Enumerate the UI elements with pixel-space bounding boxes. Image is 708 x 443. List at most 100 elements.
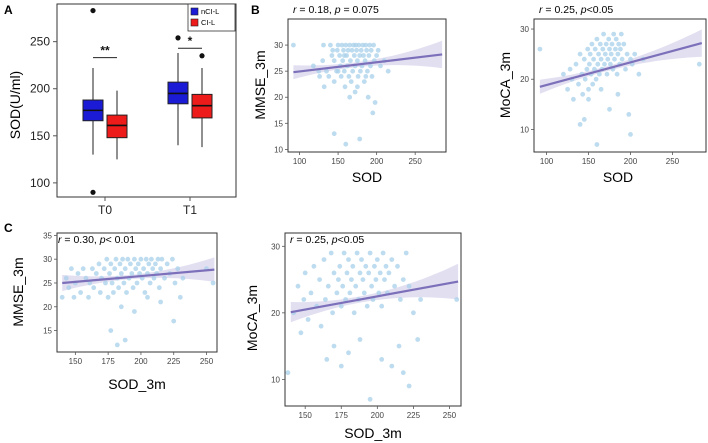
x-tick-label: 250 xyxy=(408,157,422,166)
data-point xyxy=(606,36,612,42)
data-point xyxy=(369,74,375,79)
data-point xyxy=(406,283,412,289)
data-point xyxy=(608,61,613,67)
r-symbol: r xyxy=(58,234,62,246)
data-point xyxy=(107,271,112,276)
data-point xyxy=(151,275,157,281)
data-point xyxy=(357,53,363,58)
regression-line xyxy=(290,280,459,314)
data-point xyxy=(373,277,379,282)
data-point xyxy=(97,290,103,295)
data-point xyxy=(311,63,316,69)
data-point xyxy=(330,310,335,316)
data-point xyxy=(80,266,86,272)
data-point xyxy=(364,47,369,53)
data-point xyxy=(342,84,348,90)
data-point xyxy=(345,47,351,53)
x-tick-label: 100 xyxy=(293,157,307,166)
data-point xyxy=(368,47,374,53)
data-point xyxy=(624,51,630,57)
data-point xyxy=(353,283,359,289)
data-point xyxy=(589,41,595,47)
data-point xyxy=(377,270,383,276)
data-point xyxy=(155,256,161,262)
data-point xyxy=(359,257,364,262)
data-point xyxy=(355,84,360,90)
data-point xyxy=(357,270,363,276)
data-point xyxy=(86,294,91,300)
data-point xyxy=(331,79,337,84)
data-point xyxy=(320,58,326,64)
data-point xyxy=(349,277,354,282)
x-tick-label: 175 xyxy=(101,357,115,366)
data-point xyxy=(395,263,400,269)
data-point xyxy=(361,79,367,84)
data-point xyxy=(78,290,83,295)
box-x-ticks: T0 T1 xyxy=(98,197,197,217)
data-point xyxy=(573,61,579,67)
data-point xyxy=(577,122,583,127)
box-outlier xyxy=(175,35,181,41)
data-point xyxy=(346,74,352,79)
data-point xyxy=(379,303,385,309)
correlation-annotation: r = 0.25, p<0.05 xyxy=(290,234,364,246)
data-point xyxy=(598,56,604,62)
data-point xyxy=(171,318,177,324)
data-point xyxy=(111,290,116,295)
data-point xyxy=(567,66,573,72)
data-point xyxy=(335,42,341,48)
r-value-text: = 0.25, xyxy=(543,4,581,16)
scatter-frame xyxy=(287,18,447,153)
data-point xyxy=(112,266,118,272)
data-point xyxy=(378,63,383,69)
r-symbol: r xyxy=(539,4,543,16)
data-point xyxy=(365,94,371,100)
data-point xyxy=(340,58,346,64)
data-point xyxy=(347,94,353,100)
data-point xyxy=(129,271,135,276)
x-tick-label: 200 xyxy=(624,157,638,166)
data-point xyxy=(363,263,369,269)
data-point xyxy=(96,261,102,267)
data-point xyxy=(334,290,340,296)
data-point xyxy=(593,76,599,82)
data-point xyxy=(285,370,291,376)
data-point xyxy=(298,330,304,336)
scatter-sod3m-mmse: 15 20 25 30 35 150 175 200 225 250 r = 0.30, p< 0… xyxy=(10,231,218,392)
box-marks xyxy=(82,7,213,195)
data-point xyxy=(696,61,702,67)
data-point xyxy=(597,41,603,47)
data-point xyxy=(147,280,153,286)
data-point xyxy=(308,290,314,296)
x-axis-title: SOD_3m xyxy=(108,376,166,392)
significance-stars: * xyxy=(188,34,193,48)
data-point xyxy=(374,53,379,58)
correlation-annotation: r = 0.18, p = 0.075 xyxy=(293,4,379,16)
data-point xyxy=(371,42,376,48)
data-point xyxy=(370,110,376,116)
data-point xyxy=(341,47,346,53)
data-point xyxy=(636,71,642,77)
box-body xyxy=(106,114,128,139)
data-point xyxy=(613,36,619,42)
data-point xyxy=(581,117,587,122)
data-point xyxy=(105,294,111,300)
data-point xyxy=(595,61,601,67)
data-point xyxy=(317,277,322,282)
p-symbol: p xyxy=(334,4,341,16)
y-tick-label: 20 xyxy=(271,309,280,318)
data-point xyxy=(338,74,344,79)
p-symbol: p xyxy=(580,4,587,16)
data-point xyxy=(331,58,337,64)
data-point xyxy=(331,270,337,276)
data-point xyxy=(352,89,358,95)
x-tick-label: 225 xyxy=(167,357,181,366)
data-point xyxy=(403,250,409,256)
x-tick-label: 250 xyxy=(200,357,214,366)
data-point xyxy=(411,310,416,316)
x-tick-label: 200 xyxy=(370,157,384,166)
data-point xyxy=(122,266,128,272)
data-point xyxy=(389,363,395,369)
